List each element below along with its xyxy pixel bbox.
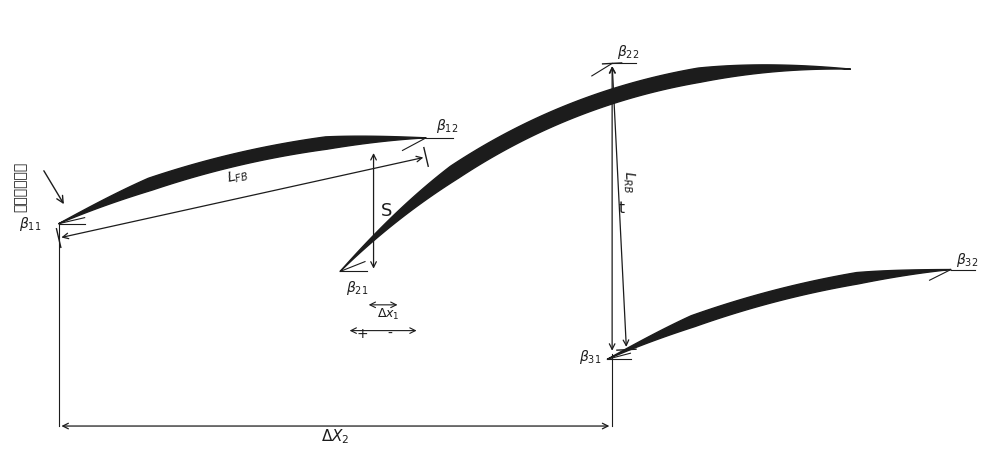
Text: +: + xyxy=(356,327,368,341)
Text: -: - xyxy=(387,327,392,341)
Text: $L_{FB}$: $L_{FB}$ xyxy=(225,166,250,186)
Text: $\Delta x_1$: $\Delta x_1$ xyxy=(377,307,400,322)
Text: $\beta_{12}$: $\beta_{12}$ xyxy=(436,117,458,135)
Text: $\beta_{21}$: $\beta_{21}$ xyxy=(346,279,368,298)
Polygon shape xyxy=(340,65,851,271)
Text: $L_{RB}$: $L_{RB}$ xyxy=(620,170,638,194)
Text: t: t xyxy=(619,201,625,216)
Text: S: S xyxy=(381,202,393,220)
Text: $\beta_{11}$: $\beta_{11}$ xyxy=(19,216,41,234)
Text: 气流来流方向: 气流来流方向 xyxy=(13,162,27,212)
Text: $\Delta X_2$: $\Delta X_2$ xyxy=(321,427,350,446)
Polygon shape xyxy=(59,136,426,224)
Text: $\beta_{32}$: $\beta_{32}$ xyxy=(956,251,978,269)
Polygon shape xyxy=(607,270,951,359)
Text: $\beta_{22}$: $\beta_{22}$ xyxy=(617,43,639,61)
Text: $\beta_{31}$: $\beta_{31}$ xyxy=(579,348,601,366)
